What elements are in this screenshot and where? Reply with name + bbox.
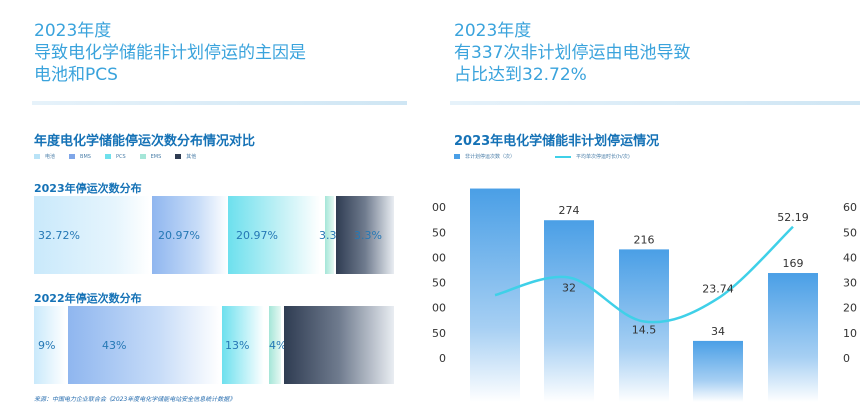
- y-left-tick-label: 100: [432, 302, 446, 315]
- y-left-tick-label: 0: [439, 352, 446, 365]
- left-headline-line-2: 导致电化学储能非计划停运的主因是: [34, 43, 306, 63]
- legend-swatch: [454, 154, 460, 159]
- legend-swatch: [69, 154, 76, 159]
- row-2022-title: 2022年停运次数分布: [34, 292, 142, 305]
- segment-label: 9%: [38, 338, 56, 352]
- bar: [768, 273, 818, 402]
- segment-ems-2022: 4%: [269, 306, 286, 384]
- bar-value-label: 216: [634, 233, 655, 246]
- left-headline: 2023年度 导致电化学储能非计划停运的主因是 电池和PCS: [34, 20, 306, 86]
- segment-label: 13%: [225, 338, 250, 352]
- segment-label: 20.97%: [236, 228, 278, 242]
- segment-other-2022: [284, 306, 394, 384]
- right-headline-line-3: 占比达到32.72%: [454, 65, 587, 85]
- right-headline-line-2: 有337次非计划停运由电池导致: [454, 43, 691, 63]
- y-right-tick-label: 20: [843, 302, 857, 315]
- legend-line-swatch: [555, 155, 572, 158]
- legend-swatch: [175, 154, 182, 159]
- line-value-label: 14.5: [632, 324, 657, 337]
- combo-chart: 0 50 100 150 200 250 300 0 10 20 30 40 50 60 274 216 3…: [432, 188, 857, 402]
- segment-pcs-2023: 20.97%: [228, 196, 320, 274]
- y-right-tick-label: 0: [843, 352, 850, 365]
- row-2022-bar: 9% 43% 13% 4%: [34, 306, 394, 384]
- legend-label: 非计划停运次数（次）: [465, 154, 516, 160]
- right-headline-line-1: 2023年度: [454, 21, 532, 41]
- right-chart-title: 2023年电化学储能非计划停运情况: [454, 134, 660, 149]
- legend-label: 其他: [186, 154, 197, 160]
- source-note: 来源：中国电力企业联合会《2023年度电化学储能电站安全信息统计数据》: [34, 396, 236, 403]
- right-divider: [450, 101, 860, 105]
- left-headline-line-3: 电池和PCS: [34, 65, 118, 85]
- legend-label: 平均单次停运时长(h/次): [576, 154, 630, 160]
- segment-battery-2023: 32.72%: [34, 196, 150, 274]
- data-labels: 274 216 34 169 32 14.5 23.74 52.19: [559, 204, 809, 338]
- legend-item-duration: 平均单次停运时长(h/次): [555, 153, 630, 160]
- segment-label: 43%: [102, 338, 127, 352]
- left-legend: 电池 BMS PCS EMS 其他: [34, 153, 196, 160]
- segment-other-2023: 3.3%: [336, 196, 394, 274]
- line-path: [494, 225, 794, 324]
- bar-value-label: 34: [711, 325, 725, 338]
- left-panel: 2023年度 导致电化学储能非计划停运的主因是 电池和PCS 年度电化学储能停运…: [0, 0, 425, 405]
- legend-swatch: [104, 154, 111, 159]
- legend-label: 电池: [45, 154, 56, 160]
- legend-swatch: [34, 154, 40, 159]
- legend-item-other: 其他: [175, 153, 196, 160]
- y-right-tick-label: 30: [843, 277, 857, 290]
- segment-ems-2023: 3.3%: [319, 196, 347, 274]
- y-right-tick-label: 40: [843, 251, 857, 264]
- y-axis-left: 0 50 100 150 200 250 300: [432, 201, 446, 365]
- left-headline-line-1: 2023年度: [34, 21, 112, 41]
- bar-value-label: 274: [559, 204, 580, 217]
- legend-item-ems: EMS: [139, 153, 162, 160]
- line-series: [494, 225, 794, 324]
- bar: [619, 249, 669, 402]
- segment-bms-2022: 43%: [68, 306, 220, 384]
- legend-item-bms: BMS: [69, 153, 91, 160]
- segment-pcs-2022: 13%: [222, 306, 264, 384]
- line-value-label: 32: [562, 282, 576, 295]
- legend-label: BMS: [80, 153, 91, 160]
- y-left-tick-label: 250: [432, 226, 446, 239]
- segment-label: 32.72%: [38, 228, 80, 242]
- line-value-label: 23.74: [702, 282, 734, 295]
- y-right-tick-label: 10: [843, 327, 857, 340]
- y-left-tick-label: 150: [432, 277, 446, 290]
- legend-item-stoppages: 非计划停运次数（次）: [454, 153, 515, 160]
- line-value-label: 52.19: [777, 211, 809, 224]
- legend-item-pcs: PCS: [104, 153, 126, 160]
- legend-swatch: [139, 154, 146, 159]
- left-divider: [32, 101, 407, 105]
- segment-label: 20.97%: [158, 228, 200, 242]
- bar-series: [470, 188, 818, 402]
- segment-bms-2023: 20.97%: [152, 196, 228, 274]
- row-2023-title: 2023年停运次数分布: [34, 182, 142, 195]
- y-left-tick-label: 300: [432, 201, 446, 214]
- y-right-tick-label: 60: [843, 201, 857, 214]
- y-left-tick-label: 200: [432, 251, 446, 264]
- y-axis-right: 0 10 20 30 40 50 60: [843, 201, 857, 365]
- legend-label: EMS: [150, 153, 162, 160]
- row-2023-bar: 32.72% 20.97% 20.97% 3.3% 3.3%: [34, 196, 394, 274]
- segment-label: 3.3%: [354, 228, 382, 242]
- bar: [470, 188, 520, 402]
- bar: [693, 340, 743, 402]
- legend-item-battery: 电池: [34, 153, 55, 160]
- bar-value-label: 169: [783, 257, 804, 270]
- legend-label: PCS: [115, 153, 126, 160]
- right-headline: 2023年度 有337次非计划停运由电池导致 占比达到32.72%: [454, 20, 690, 86]
- segment-battery-2022: 9%: [34, 306, 66, 384]
- bar: [544, 220, 594, 402]
- y-right-tick-label: 50: [843, 226, 857, 239]
- left-chart-title: 年度电化学储能停运次数分布情况对比: [34, 134, 256, 149]
- y-left-tick-label: 50: [432, 327, 446, 340]
- right-legend: 非计划停运次数（次） 平均单次停运时长(h/次): [454, 153, 630, 160]
- right-panel: 2023年度 有337次非计划停运由电池导致 占比达到32.72% 2023年电…: [432, 0, 865, 405]
- segment-label: 4%: [269, 338, 287, 352]
